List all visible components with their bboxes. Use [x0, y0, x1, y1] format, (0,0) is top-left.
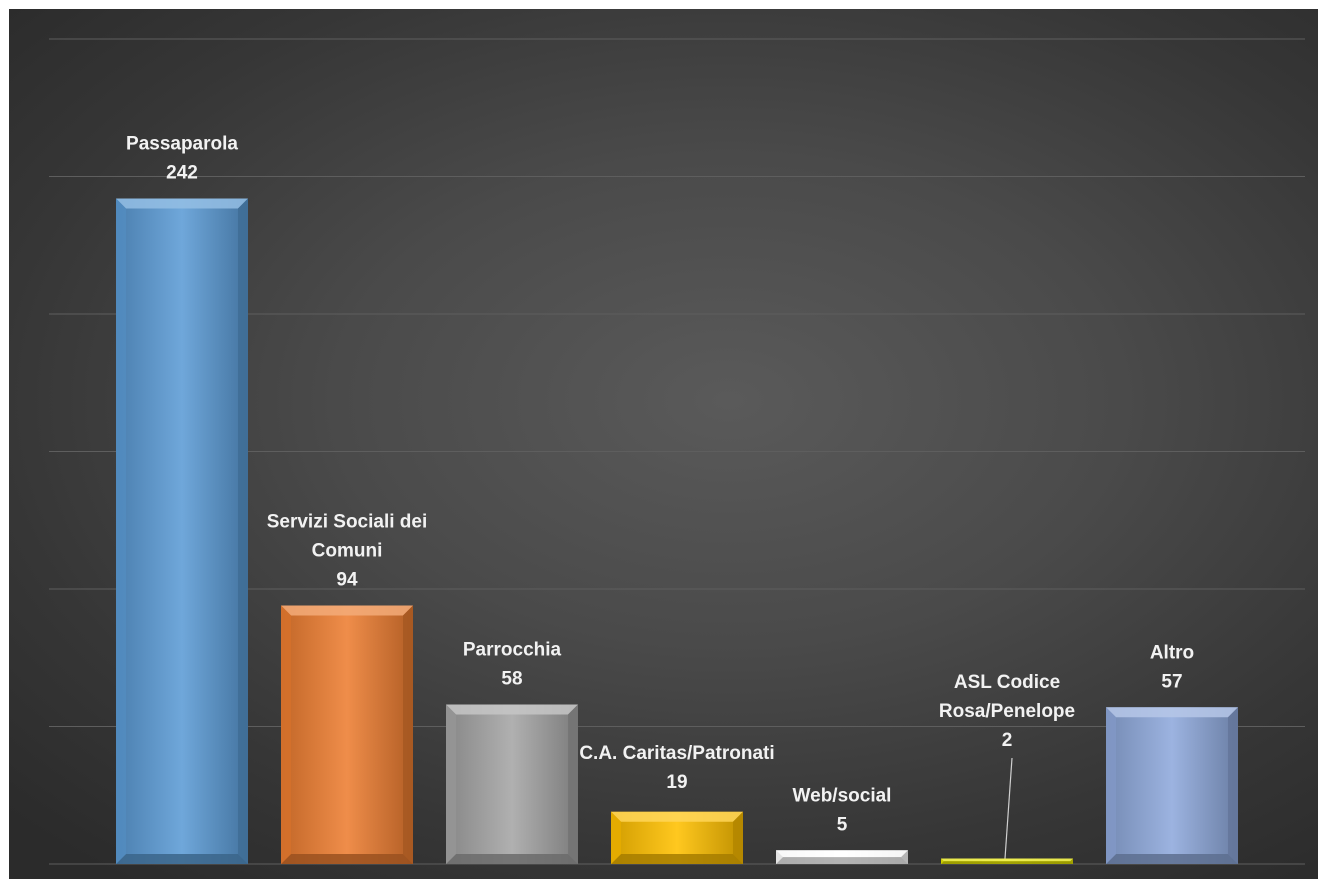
bar-bevel	[941, 858, 1073, 862]
bar-body	[446, 704, 578, 864]
bar-bevel	[1070, 858, 1073, 864]
bar-bevel	[941, 861, 1073, 864]
bar	[776, 850, 908, 864]
bar-bevel	[403, 605, 413, 864]
value-label: 19	[666, 772, 687, 793]
bar	[611, 811, 743, 864]
bar-bevel	[1106, 854, 1238, 864]
data-label: Servizi Sociali dei Comuni 94	[267, 512, 428, 591]
chart-area: Passaparola 242 Servizi Sociali dei Comuni 9…	[9, 9, 1318, 879]
bar-bevel	[116, 198, 248, 209]
bar-bevel	[238, 198, 248, 864]
bar-bevel	[1106, 707, 1116, 864]
bar-bevel	[941, 858, 944, 864]
bar-bevel	[1228, 707, 1238, 864]
bar-bevel	[568, 704, 578, 864]
bar-bevel	[776, 850, 783, 864]
category-label: Comuni	[312, 541, 383, 562]
bar-body	[116, 198, 248, 864]
category-label: Web/social	[793, 785, 892, 806]
value-label: 2	[1002, 730, 1013, 751]
bar-body	[1106, 707, 1238, 864]
bar-bevel	[776, 857, 908, 864]
bar-bevel	[446, 704, 578, 715]
bar-bevel	[611, 811, 621, 864]
bar-bevel	[1106, 707, 1238, 718]
data-label: Passaparola 242	[126, 134, 238, 184]
bars	[116, 198, 1238, 864]
data-label: Altro 57	[1150, 642, 1194, 692]
bar-bevel	[446, 854, 578, 864]
value-label: 5	[837, 814, 848, 835]
bar	[116, 198, 248, 864]
category-label: C.A. Caritas/Patronati	[579, 743, 774, 764]
data-labels: Passaparola 242 Servizi Sociali dei Comuni 9…	[126, 134, 1194, 859]
bar-bevel	[281, 605, 291, 864]
category-label: Servizi Sociali dei	[267, 512, 428, 533]
category-label: Parrocchia	[463, 640, 562, 661]
leader-line	[1004, 757, 1013, 859]
bar-body	[281, 605, 413, 864]
bar-bevel	[611, 811, 743, 822]
bar	[1106, 707, 1238, 864]
bar-bevel	[611, 854, 743, 864]
value-label: 242	[166, 163, 198, 184]
bar	[281, 605, 413, 864]
value-label: 57	[1161, 671, 1182, 692]
bar	[941, 858, 1073, 864]
bar-bevel	[281, 854, 413, 864]
data-label: Parrocchia 58	[463, 640, 562, 690]
bar-bevel	[281, 605, 413, 616]
category-label: ASL Codice	[954, 672, 1060, 693]
bar	[446, 704, 578, 864]
bar-bevel	[446, 704, 456, 864]
category-label: Altro	[1150, 642, 1194, 663]
bar-bevel	[901, 850, 908, 864]
data-label: Web/social 5	[793, 785, 892, 835]
bar-bevel	[116, 198, 126, 864]
value-label: 94	[336, 570, 358, 591]
bar-bevel	[733, 811, 743, 864]
value-label: 58	[501, 669, 522, 690]
bar-chart: Passaparola 242 Servizi Sociali dei Comuni 9…	[49, 38, 1305, 865]
data-label: C.A. Caritas/Patronati 19	[579, 743, 774, 793]
category-label: Passaparola	[126, 134, 238, 155]
data-label: ASL Codice Rosa/Penelope 2	[939, 672, 1075, 751]
bar-bevel	[116, 854, 248, 864]
gridlines	[49, 38, 1305, 865]
category-label: Rosa/Penelope	[939, 701, 1075, 722]
bar-bevel	[776, 850, 908, 858]
